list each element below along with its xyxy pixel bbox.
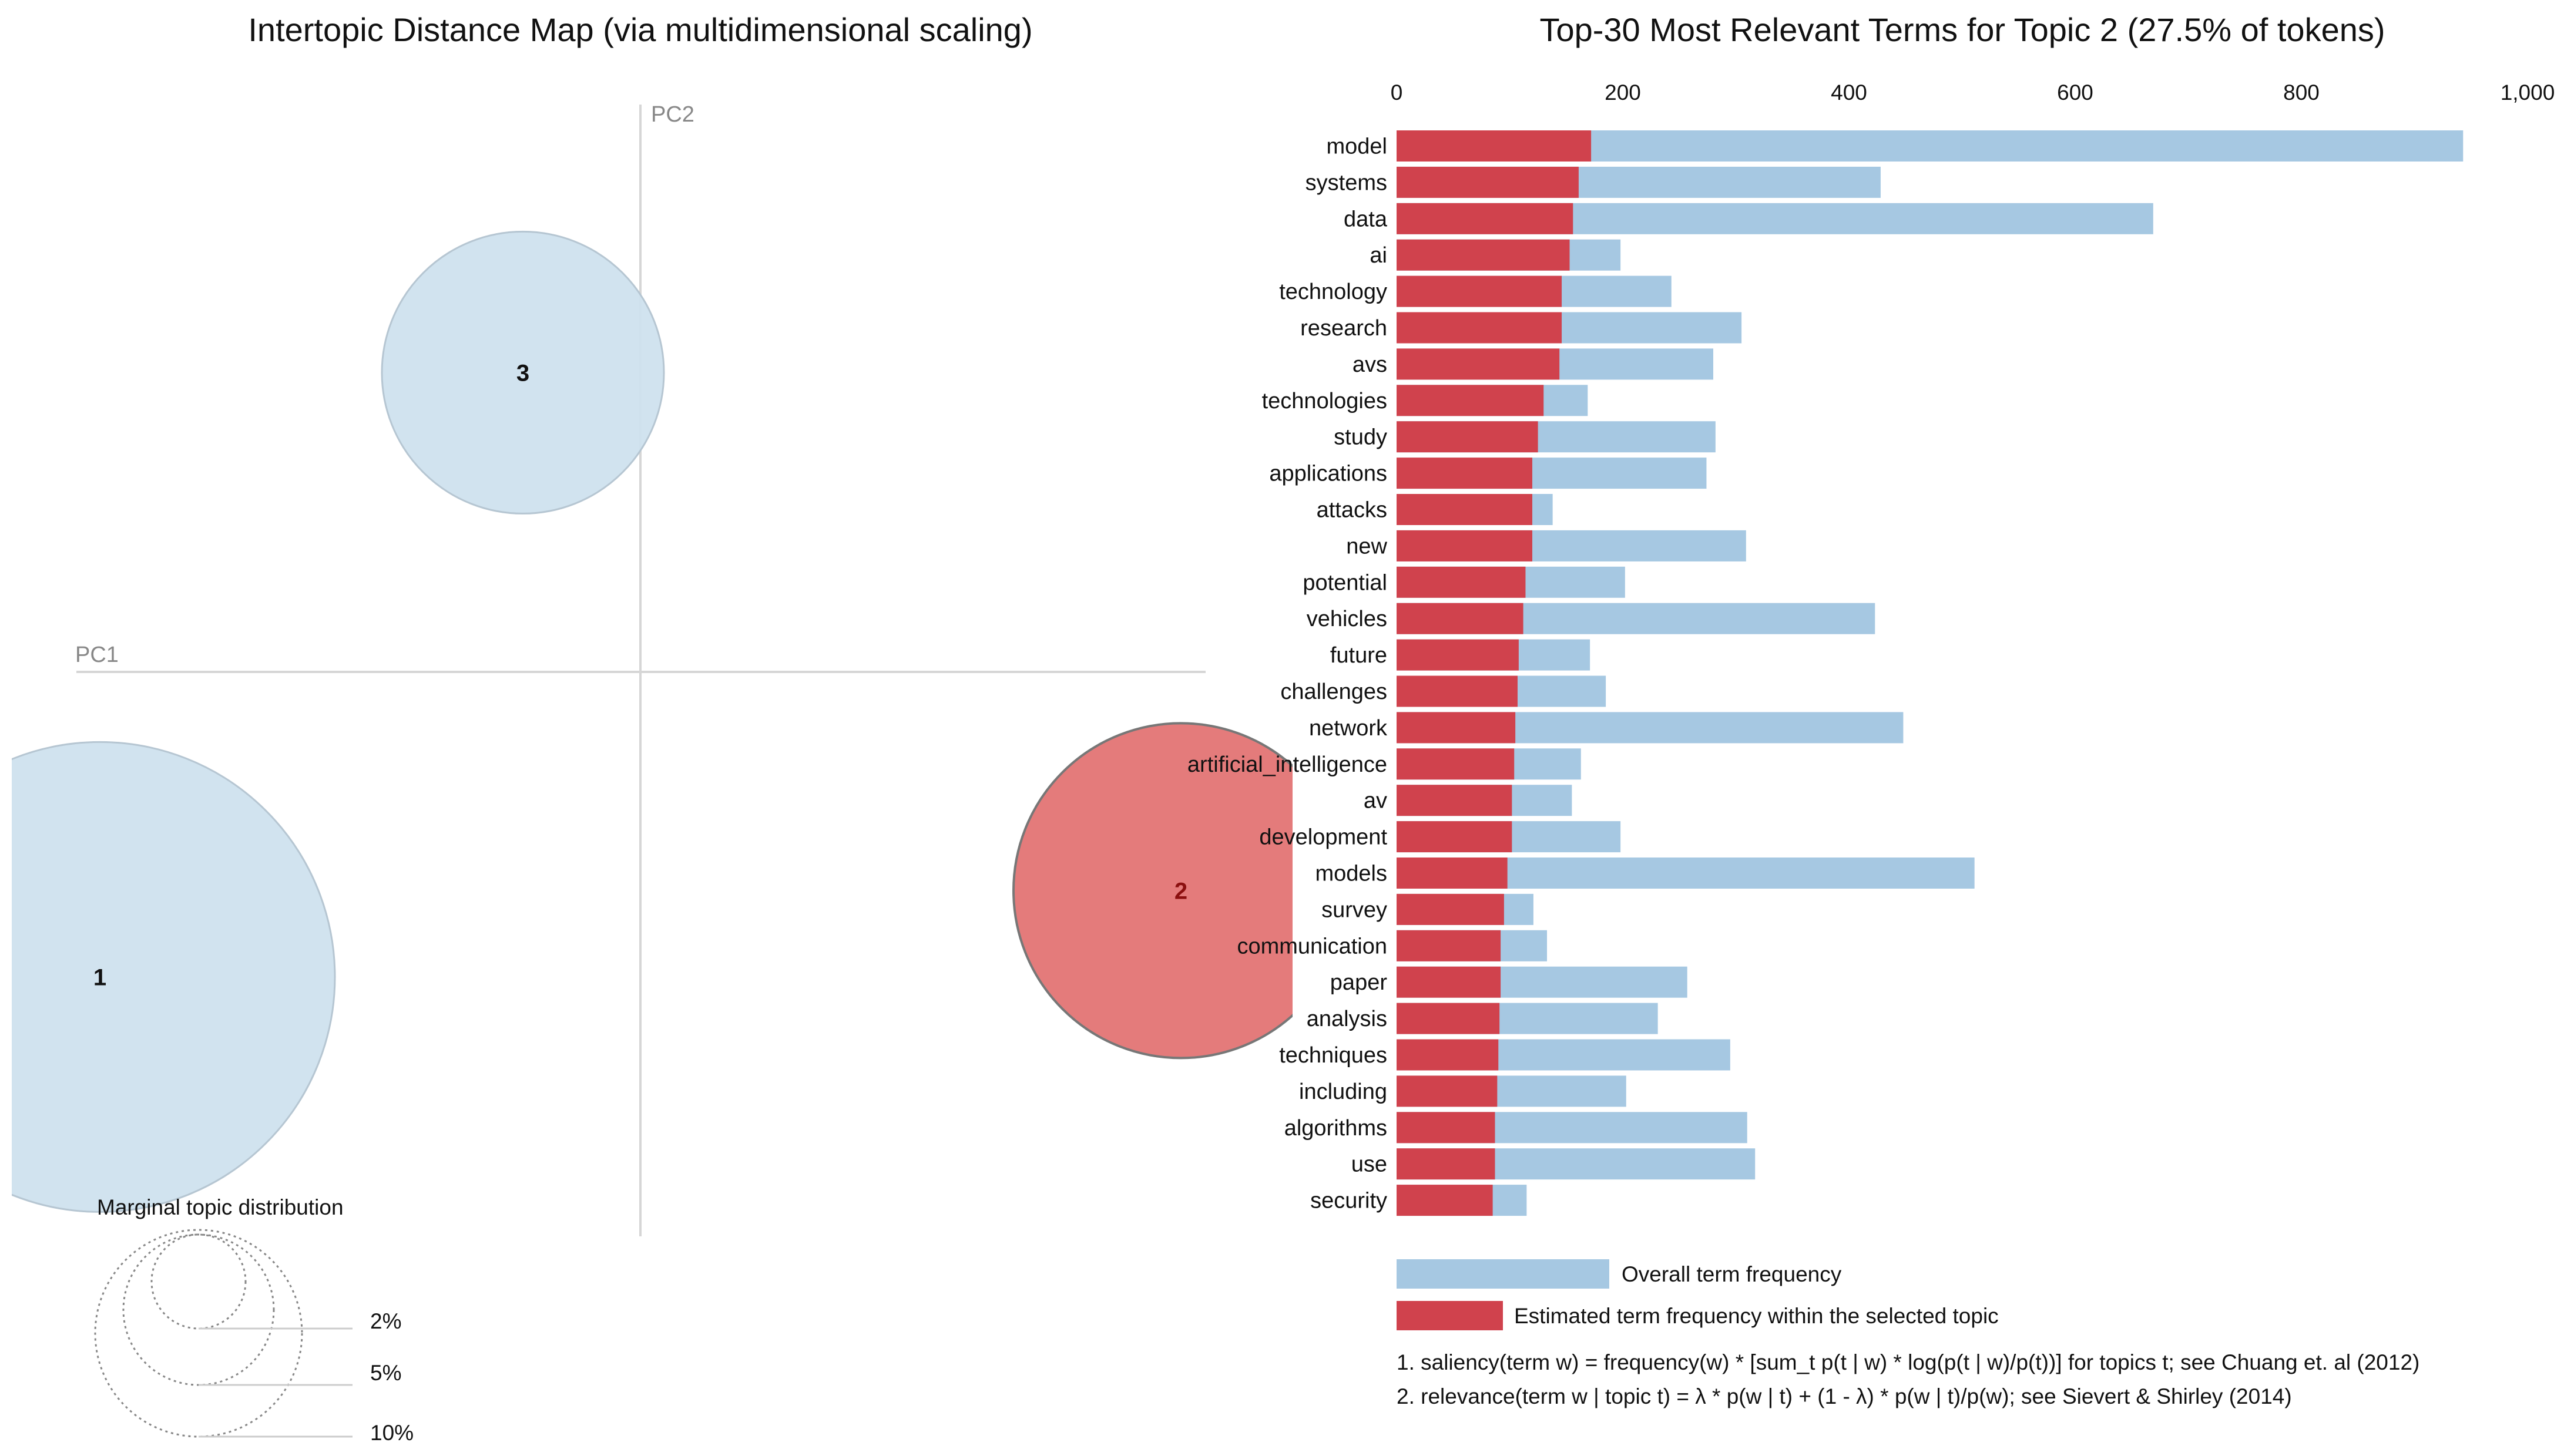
- bar-estimated-model: [1397, 130, 1592, 162]
- term-label: artificial_intelligence: [1187, 752, 1387, 777]
- term-label: network: [1309, 716, 1388, 741]
- bar-estimated-analysis: [1397, 1003, 1500, 1034]
- legend-swatch-estimated: [1397, 1301, 1503, 1330]
- term-label: future: [1330, 643, 1387, 668]
- bar-estimated-new: [1397, 530, 1532, 561]
- term-label: applications: [1269, 462, 1387, 486]
- marginal-title: Marginal topic distribution: [97, 1195, 344, 1219]
- term-label: analysis: [1307, 1007, 1387, 1031]
- bar-estimated-technologies: [1397, 385, 1544, 416]
- mds-plot: PC1 PC2 1 2 3: [12, 102, 1293, 1236]
- term-label: new: [1346, 534, 1387, 559]
- term-label: communication: [1237, 934, 1387, 959]
- term-label: models: [1315, 862, 1388, 886]
- bar-estimated-techniques: [1397, 1039, 1499, 1071]
- bar-estimated-av: [1397, 785, 1512, 816]
- marginal-label-10pct: 10%: [370, 1421, 414, 1445]
- bar-estimated-avs: [1397, 348, 1560, 380]
- bar-estimated-models: [1397, 858, 1508, 889]
- term-label: development: [1259, 825, 1387, 850]
- topic-label-1: 1: [93, 964, 106, 990]
- term-label: av: [1364, 789, 1387, 813]
- term-label: vehicles: [1307, 607, 1387, 631]
- term-labels: modelsystemsdataaitechnologyresearchavst…: [1187, 134, 1388, 1213]
- mds-title: Intertopic Distance Map (via multidimens…: [248, 11, 1032, 48]
- x-tick-label: 800: [2283, 80, 2320, 105]
- term-label: techniques: [1279, 1043, 1387, 1068]
- x-tick-label: 400: [1831, 80, 1867, 105]
- term-label: technologies: [1262, 389, 1387, 413]
- bar-estimated-study: [1397, 421, 1538, 453]
- legend-label-overall: Overall term frequency: [1622, 1262, 1842, 1286]
- term-label: attacks: [1317, 498, 1387, 523]
- term-label: ai: [1370, 243, 1387, 268]
- bar-estimated-paper: [1397, 966, 1501, 998]
- x-tick-label: 600: [2057, 80, 2093, 105]
- term-label: survey: [1321, 897, 1387, 922]
- bar-estimated-technology: [1397, 275, 1562, 307]
- term-label: avs: [1353, 352, 1387, 377]
- bar-estimated-attacks: [1397, 494, 1532, 525]
- bar-estimated-systems: [1397, 166, 1579, 198]
- x-tick-label: 200: [1605, 80, 1641, 105]
- term-label: model: [1327, 134, 1388, 159]
- bar-estimated-network: [1397, 712, 1516, 744]
- bar-estimated-algorithms: [1397, 1112, 1495, 1144]
- bar-estimated-development: [1397, 821, 1512, 853]
- term-label: security: [1310, 1189, 1387, 1213]
- bar-estimated-survey: [1397, 893, 1504, 925]
- marginal-topic-legend: Marginal topic distribution 2% 5% 10%: [94, 1195, 414, 1445]
- bar-legend: Overall term frequency Estimated term fr…: [1397, 1259, 1999, 1330]
- topic-label-3: 3: [516, 360, 529, 386]
- legend-label-estimated: Estimated term frequency within the sele…: [1514, 1304, 1999, 1328]
- bar-estimated-use: [1397, 1148, 1495, 1180]
- bar-estimated-ai: [1397, 239, 1570, 271]
- bar-estimated-including: [1397, 1075, 1498, 1107]
- bar-series: [1397, 130, 2464, 1216]
- bar-estimated-artificial_intelligence: [1397, 748, 1515, 780]
- legend-swatch-overall: [1397, 1259, 1609, 1289]
- bar-estimated-security: [1397, 1185, 1493, 1216]
- term-label: research: [1300, 316, 1387, 341]
- bar-estimated-challenges: [1397, 675, 1518, 707]
- bar-estimated-future: [1397, 639, 1519, 671]
- bar-estimated-research: [1397, 312, 1562, 344]
- bar-estimated-applications: [1397, 458, 1532, 489]
- term-label: paper: [1330, 970, 1388, 995]
- marginal-label-2pct: 2%: [370, 1309, 401, 1333]
- bar-estimated-data: [1397, 203, 1573, 234]
- bar-estimated-potential: [1397, 566, 1526, 598]
- marginal-label-5pct: 5%: [370, 1361, 401, 1385]
- term-label: technology: [1279, 280, 1387, 304]
- x-tick-label: 1,000: [2501, 80, 2555, 105]
- x-tick-label: 0: [1391, 80, 1403, 105]
- marginal-circle-10pct: [94, 1229, 303, 1438]
- marginal-circle-5pct: [122, 1233, 275, 1386]
- term-label: potential: [1303, 570, 1387, 595]
- term-label: algorithms: [1284, 1116, 1387, 1141]
- topic-circle-1: [12, 741, 336, 1213]
- term-label: use: [1351, 1152, 1387, 1177]
- topic-circle-2: [1012, 722, 1293, 1060]
- marginal-circle-2pct: [150, 1233, 247, 1330]
- pc1-label: PC1: [75, 643, 119, 667]
- term-label: study: [1334, 425, 1387, 450]
- bar-estimated-vehicles: [1397, 603, 1523, 634]
- bar-estimated-communication: [1397, 930, 1501, 961]
- term-label: data: [1344, 207, 1388, 231]
- pc2-label: PC2: [651, 102, 694, 127]
- term-label: challenges: [1280, 680, 1387, 704]
- term-label: including: [1299, 1080, 1387, 1104]
- bar-x-axis: 0 200 400 600 800 1,000: [1391, 80, 2555, 105]
- footnote-relevance: 2. relevance(term w | topic t) = λ * p(w…: [1397, 1384, 2292, 1408]
- bar-chart-title: Top-30 Most Relevant Terms for Topic 2 (…: [1539, 11, 2385, 48]
- topic-circle-3: [381, 230, 665, 515]
- term-label: systems: [1306, 170, 1387, 195]
- topic-label-2: 2: [1174, 878, 1187, 904]
- footnote-saliency: 1. saliency(term w) = frequency(w) * [su…: [1397, 1350, 2419, 1374]
